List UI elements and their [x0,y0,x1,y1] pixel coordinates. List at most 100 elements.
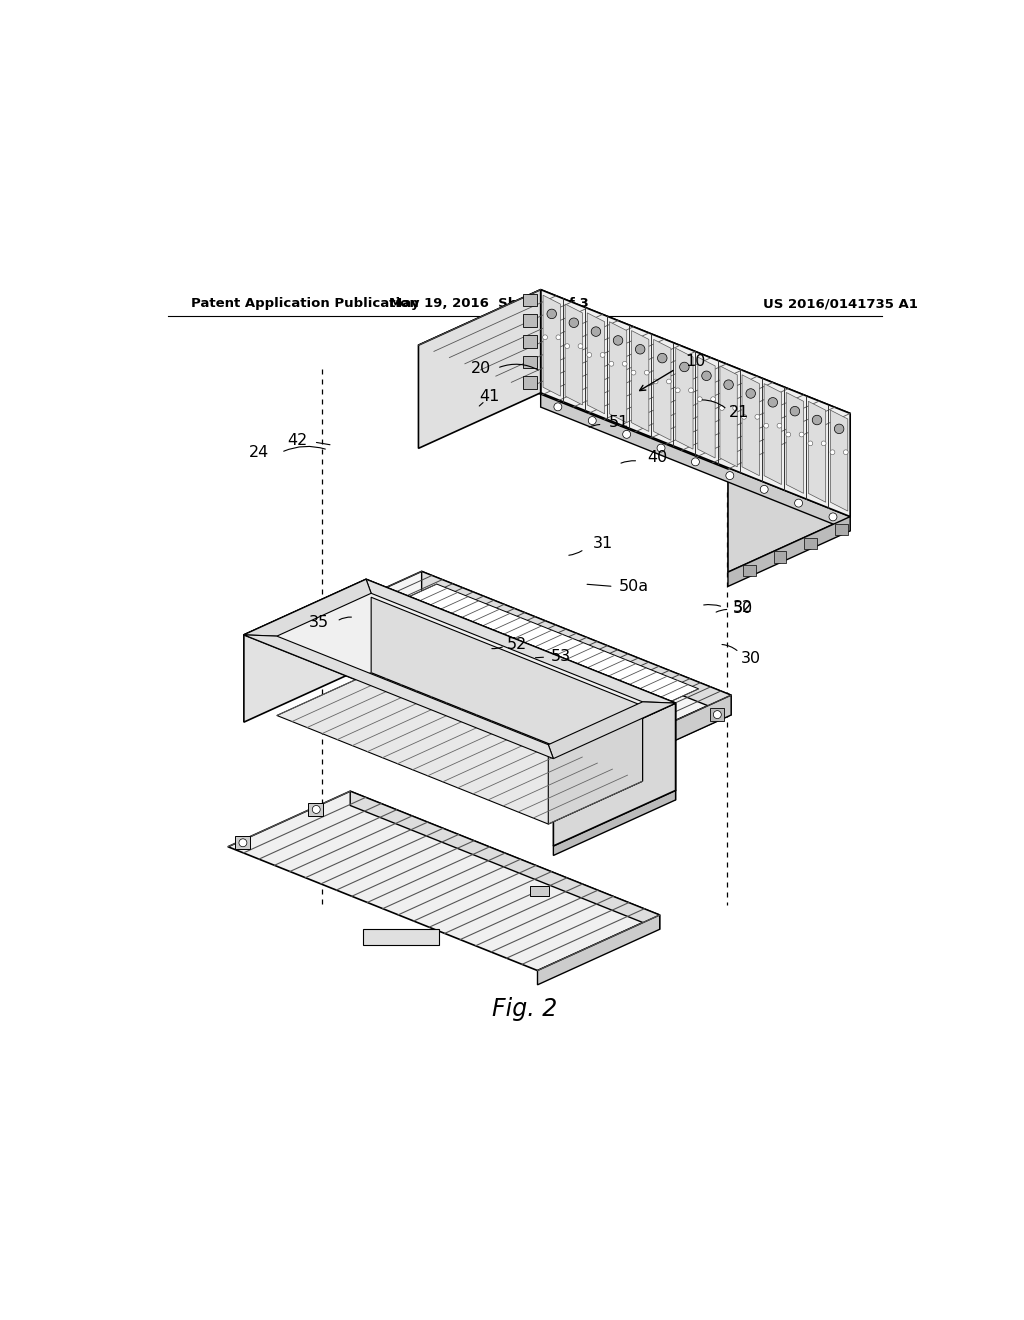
Circle shape [799,432,804,437]
Polygon shape [786,392,804,494]
Circle shape [724,380,733,389]
Circle shape [667,379,672,384]
Text: 53: 53 [551,649,570,664]
FancyBboxPatch shape [364,929,438,945]
Polygon shape [588,313,604,413]
Circle shape [701,371,712,380]
Circle shape [791,407,800,416]
Text: May 19, 2016  Sheet 2 of 3: May 19, 2016 Sheet 2 of 3 [389,297,589,310]
FancyBboxPatch shape [743,565,756,577]
Circle shape [755,414,760,420]
Polygon shape [653,339,671,441]
Polygon shape [720,366,737,467]
Polygon shape [244,579,367,722]
Circle shape [569,318,579,327]
Polygon shape [553,791,676,855]
Text: 35: 35 [308,615,329,631]
FancyBboxPatch shape [308,803,324,816]
FancyBboxPatch shape [355,599,368,611]
Polygon shape [538,915,659,985]
Text: 32: 32 [733,599,753,615]
FancyBboxPatch shape [711,709,724,721]
Circle shape [636,345,645,354]
Text: 31: 31 [593,536,612,550]
FancyBboxPatch shape [234,837,250,849]
Circle shape [829,513,837,521]
Polygon shape [728,516,850,586]
Text: 50a: 50a [618,579,648,594]
Text: 42: 42 [287,433,307,447]
Text: Fig. 2: Fig. 2 [493,998,557,1022]
FancyBboxPatch shape [455,723,495,743]
Circle shape [764,424,769,428]
Circle shape [741,414,746,420]
Polygon shape [316,572,731,743]
FancyBboxPatch shape [774,552,786,562]
Circle shape [835,424,844,434]
Polygon shape [541,393,850,531]
Polygon shape [422,572,731,715]
Polygon shape [609,322,627,422]
Circle shape [657,354,667,363]
Polygon shape [548,702,676,759]
Circle shape [688,388,693,392]
Circle shape [676,388,680,392]
Polygon shape [367,667,676,800]
Circle shape [650,739,658,747]
Polygon shape [565,304,583,405]
Polygon shape [367,579,676,704]
FancyBboxPatch shape [595,772,632,792]
Circle shape [691,458,699,466]
Text: 52: 52 [507,636,527,652]
FancyBboxPatch shape [835,524,848,535]
Polygon shape [367,579,676,791]
Polygon shape [543,296,560,396]
FancyBboxPatch shape [503,735,539,755]
Circle shape [760,486,768,494]
Polygon shape [244,635,553,759]
Circle shape [745,388,756,399]
Text: 20: 20 [471,360,492,376]
Circle shape [697,397,702,401]
FancyBboxPatch shape [523,293,538,306]
Circle shape [591,327,601,337]
Circle shape [720,405,724,411]
FancyBboxPatch shape [523,355,538,368]
Circle shape [711,397,716,401]
Polygon shape [548,706,643,824]
FancyBboxPatch shape [529,886,550,896]
Circle shape [587,352,592,358]
Circle shape [657,444,665,451]
Circle shape [613,335,623,346]
Text: 21: 21 [729,405,750,420]
Circle shape [631,370,636,375]
Polygon shape [419,289,850,469]
Circle shape [547,309,556,318]
FancyBboxPatch shape [647,737,662,750]
Circle shape [714,710,721,718]
FancyBboxPatch shape [523,314,538,327]
Polygon shape [244,579,371,636]
Circle shape [565,343,569,348]
Polygon shape [276,673,643,824]
Circle shape [588,417,596,425]
Polygon shape [541,289,850,516]
Circle shape [726,471,734,479]
Circle shape [785,432,791,437]
FancyBboxPatch shape [523,376,538,389]
Polygon shape [316,591,731,763]
Text: 40: 40 [647,450,668,466]
Polygon shape [553,704,676,846]
Circle shape [653,379,658,384]
Text: Patent Application Publication: Patent Application Publication [191,297,419,310]
Polygon shape [764,384,781,484]
Circle shape [554,403,562,411]
Circle shape [312,805,321,813]
Circle shape [600,352,605,358]
Circle shape [795,499,803,507]
Polygon shape [632,330,649,432]
Circle shape [623,362,627,366]
Text: US 2016/0141735 A1: US 2016/0141735 A1 [763,297,918,310]
Circle shape [821,441,826,446]
Polygon shape [830,411,848,511]
